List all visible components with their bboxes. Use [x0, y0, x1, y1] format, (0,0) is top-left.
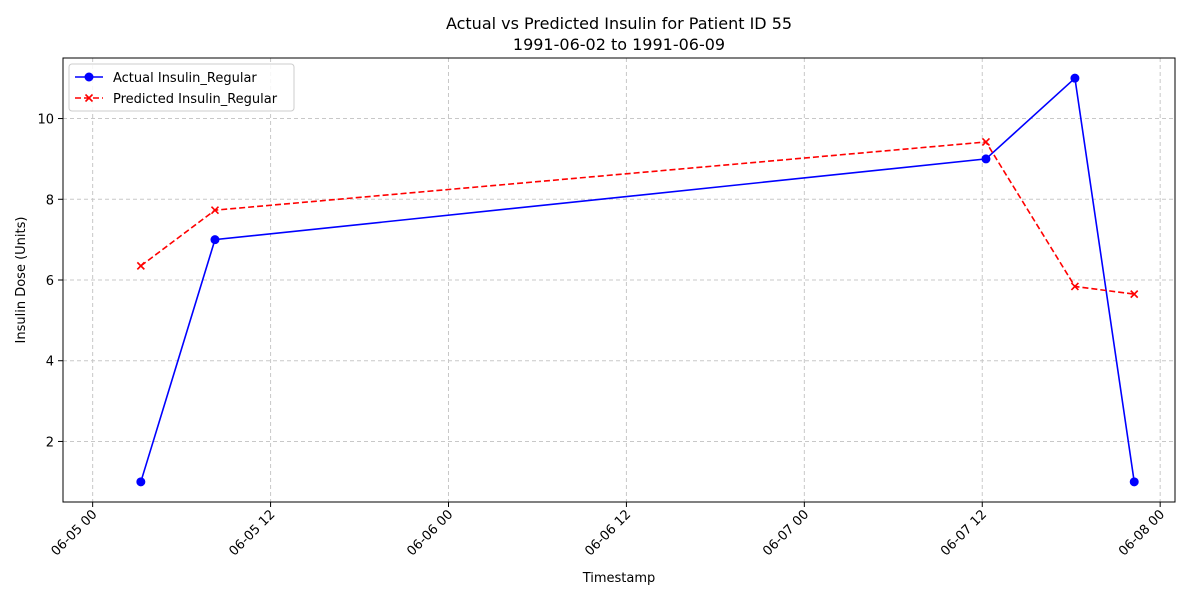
y-tick-label: 4: [46, 355, 54, 370]
y-tick-label: 8: [46, 193, 54, 208]
y-tick-label: 6: [46, 274, 54, 289]
y-tick-label: 10: [37, 113, 54, 128]
chart-title: Actual vs Predicted Insulin for Patient …: [446, 14, 792, 33]
series-1: [136, 137, 1139, 299]
data-point: [1070, 282, 1079, 291]
legend-label: Actual Insulin_Regular: [113, 71, 257, 86]
legend-box: [68, 63, 295, 112]
x-tick-label: 06-08 00: [1116, 507, 1168, 559]
x-axis-label: Timestamp: [582, 571, 656, 586]
chart-subtitle: 1991-06-02 to 1991-06-09: [513, 35, 725, 54]
legend: Actual Insulin_Regular Predicted Insulin_…: [68, 63, 295, 112]
x-tick-label: 06-05 00: [49, 507, 101, 559]
series-line: [140, 141, 1135, 295]
legend-marker: [84, 93, 94, 103]
data-point: [981, 137, 991, 147]
data-point: [136, 261, 145, 270]
x-tick-label: 06-05 12: [226, 507, 278, 559]
grid-lines: [63, 58, 1175, 502]
legend-label: Predicted Insulin_Regular: [113, 92, 278, 107]
series-0: [136, 73, 1139, 487]
data-point: [1129, 477, 1139, 487]
data-point: [1070, 73, 1080, 83]
x-tick-label: 06-07 00: [760, 507, 812, 559]
data-point: [210, 235, 220, 245]
x-tick-label: 06-06 12: [582, 507, 634, 559]
x-tick-label: 06-07 12: [938, 507, 990, 559]
data-point: [981, 154, 991, 164]
x-axis: 06-05 00 06-05 12 06-06 00 06-06 12 06-07 00…: [49, 502, 1168, 559]
y-tick-label: 2: [46, 435, 54, 450]
series-layer: [136, 73, 1139, 487]
x-tick-label: 06-06 00: [404, 507, 456, 559]
legend-item: Actual Insulin_Regular: [75, 71, 257, 86]
data-point: [136, 477, 146, 487]
y-axis: 2 4 6 8 10: [37, 113, 63, 450]
legend-marker: [84, 72, 94, 82]
data-point: [1130, 290, 1139, 299]
legend-item: Predicted Insulin_Regular: [75, 92, 278, 107]
y-axis-label: Insulin Dose (Units): [14, 217, 29, 344]
data-point: [210, 206, 220, 215]
